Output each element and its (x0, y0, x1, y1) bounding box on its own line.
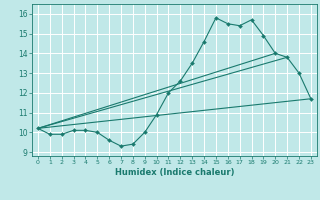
X-axis label: Humidex (Indice chaleur): Humidex (Indice chaleur) (115, 168, 234, 177)
